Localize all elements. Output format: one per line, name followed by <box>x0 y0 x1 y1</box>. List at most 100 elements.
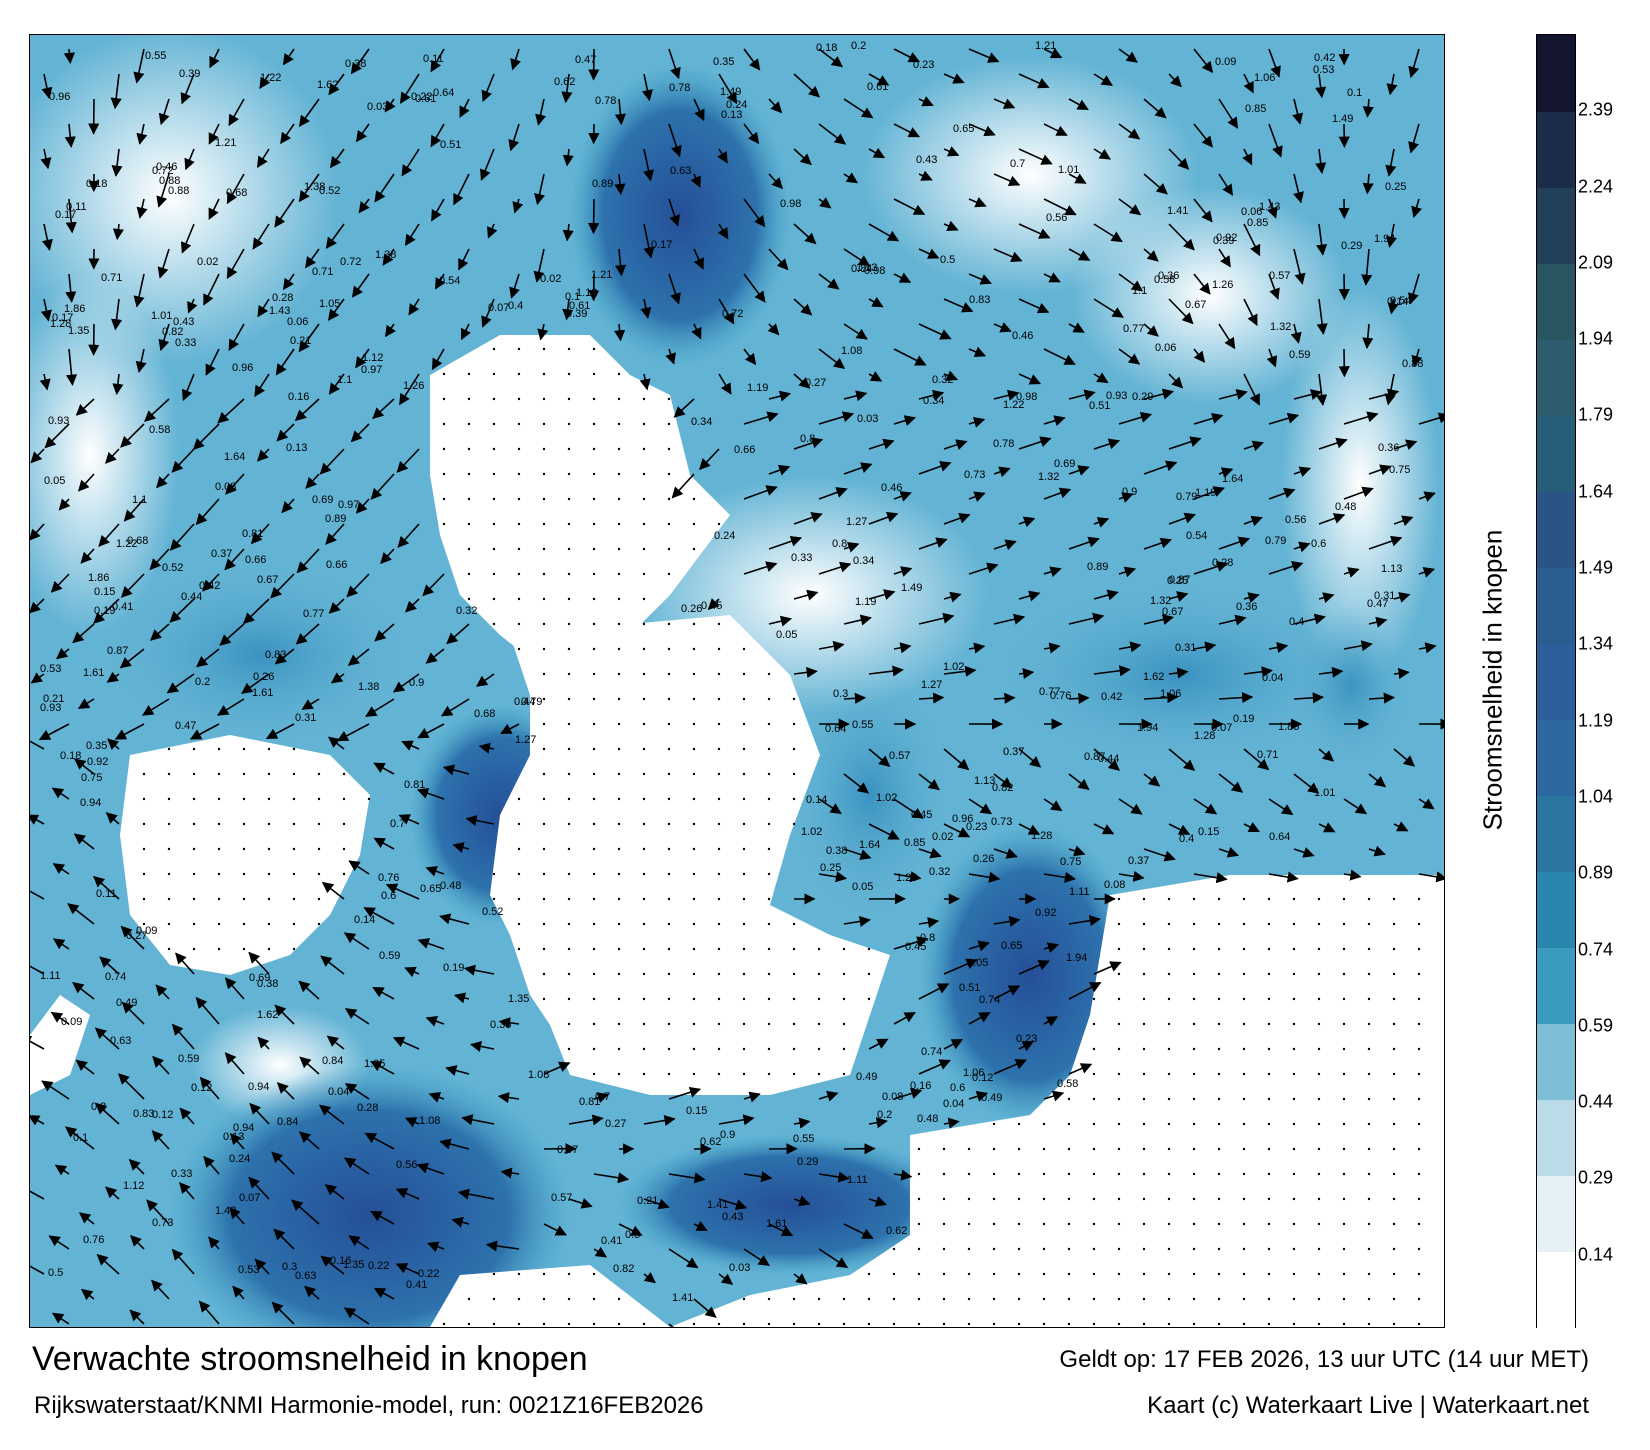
current-arrow <box>355 123 370 143</box>
land-grid-dot <box>1242 1222 1246 1226</box>
legend-tick-label: 0.29 <box>1578 1167 1614 1188</box>
land-grid-dot <box>1042 1297 1046 1301</box>
speed-value-label: 0.05 <box>776 629 797 641</box>
land-grid-dot <box>1392 1072 1396 1076</box>
speed-value-label: 0.11 <box>423 53 444 65</box>
current-arrow <box>274 198 295 228</box>
land-grid-dot <box>1117 997 1121 1001</box>
land-grid-dot <box>1117 947 1121 951</box>
current-arrow <box>1393 748 1416 767</box>
land-grid-dot <box>242 947 246 951</box>
land-grid-dot <box>817 997 821 1001</box>
current-arrow <box>254 373 270 398</box>
current-arrow <box>121 1001 145 1025</box>
speed-value-label: 0.52 <box>482 906 503 918</box>
land-grid-dot <box>217 772 221 776</box>
credit-text: Kaart (c) Waterkaart Live | Waterkaart.n… <box>1147 1392 1589 1419</box>
land-grid-dot <box>542 797 546 801</box>
speed-value-label: 1.28 <box>1194 730 1215 742</box>
speed-value-label: 0.97 <box>557 1144 578 1156</box>
current-arrow <box>868 589 896 600</box>
land-grid-dot <box>1292 1322 1296 1326</box>
current-arrow <box>614 248 627 277</box>
current-arrow <box>355 498 370 514</box>
current-arrow <box>893 798 924 819</box>
land-grid-dot <box>1417 1197 1421 1201</box>
speed-value-label: 0.89 <box>592 178 613 190</box>
land-grid-dot <box>567 747 571 751</box>
land-grid-dot <box>642 722 646 726</box>
land-grid-dot <box>567 897 571 901</box>
current-arrow <box>372 986 395 1000</box>
speed-value-label: 0.38 <box>345 58 366 70</box>
speed-value-label: 0.36 <box>1158 270 1179 282</box>
current-arrow <box>440 698 470 717</box>
land-grid-dot <box>317 772 321 776</box>
land-grid-dot <box>767 872 771 876</box>
current-arrow <box>351 273 370 298</box>
land-grid-dot <box>942 1272 946 1276</box>
current-arrow <box>1118 198 1142 216</box>
land-grid-dot <box>742 1072 746 1076</box>
speed-value-label: 1.01 <box>151 310 172 322</box>
land-grid-dot <box>667 947 671 951</box>
land-grid-dot <box>1192 922 1196 926</box>
land-grid-dot <box>1342 1247 1346 1251</box>
speed-value-label: 0.64 <box>1269 831 1290 843</box>
current-arrow <box>52 938 70 950</box>
land-grid-dot <box>1192 997 1196 1001</box>
current-arrow <box>1043 272 1061 283</box>
land-grid-dot <box>842 947 846 951</box>
speed-value-label: 0.33 <box>171 1168 192 1180</box>
land-grid-dot <box>692 1047 696 1051</box>
current-arrow <box>305 248 320 269</box>
land-grid-dot <box>1367 922 1371 926</box>
current-arrow <box>1193 872 1228 884</box>
current-arrow <box>404 223 420 247</box>
current-arrow <box>399 373 420 406</box>
current-arrow <box>1293 692 1325 704</box>
land-grid-dot <box>617 847 621 851</box>
land-grid-dot <box>1417 1297 1421 1301</box>
land-grid-dot <box>1292 1022 1296 1026</box>
legend-color-step <box>1537 719 1575 796</box>
speed-value-label: 0.42 <box>1101 691 1122 703</box>
land-grid-dot <box>692 847 696 851</box>
land-grid-dot <box>767 697 771 701</box>
land-grid-dot <box>317 847 321 851</box>
land-grid-dot <box>217 847 221 851</box>
land-grid-dot <box>567 547 571 551</box>
land-grid-dot <box>267 872 271 876</box>
land-grid-dot <box>592 347 596 351</box>
speed-value-label: 0.62 <box>554 76 575 88</box>
speed-value-label: 0.19 <box>94 605 115 617</box>
land-grid-dot <box>292 947 296 951</box>
current-arrow <box>370 473 395 500</box>
land-grid-dot <box>717 897 721 901</box>
land-grid-dot <box>692 822 696 826</box>
land-grid-dot <box>1242 972 1246 976</box>
current-arrow <box>1093 823 1115 835</box>
land-grid-dot <box>1392 897 1396 901</box>
land-grid-dot <box>617 897 621 901</box>
current-arrow <box>328 373 345 395</box>
current-arrow <box>217 698 245 716</box>
land-grid-dot <box>1117 1172 1121 1176</box>
current-arrow <box>1118 870 1145 882</box>
current-arrow <box>818 798 842 815</box>
land-grid-dot <box>742 722 746 726</box>
current-arrow <box>1318 592 1335 604</box>
current-arrow <box>1093 148 1111 160</box>
current-arrow <box>1118 48 1138 63</box>
land-west-central <box>120 735 370 975</box>
land-grid-dot <box>992 1222 996 1226</box>
speed-value-label: 1.62 <box>257 1009 278 1021</box>
current-arrow <box>1068 536 1100 550</box>
current-arrow <box>321 881 345 900</box>
land-grid-dot <box>1142 1072 1146 1076</box>
current-arrow <box>111 148 123 177</box>
land-grid-dot <box>1017 1247 1021 1251</box>
current-arrow <box>112 223 124 241</box>
land-grid-dot <box>1267 1047 1271 1051</box>
current-arrow <box>180 73 195 105</box>
